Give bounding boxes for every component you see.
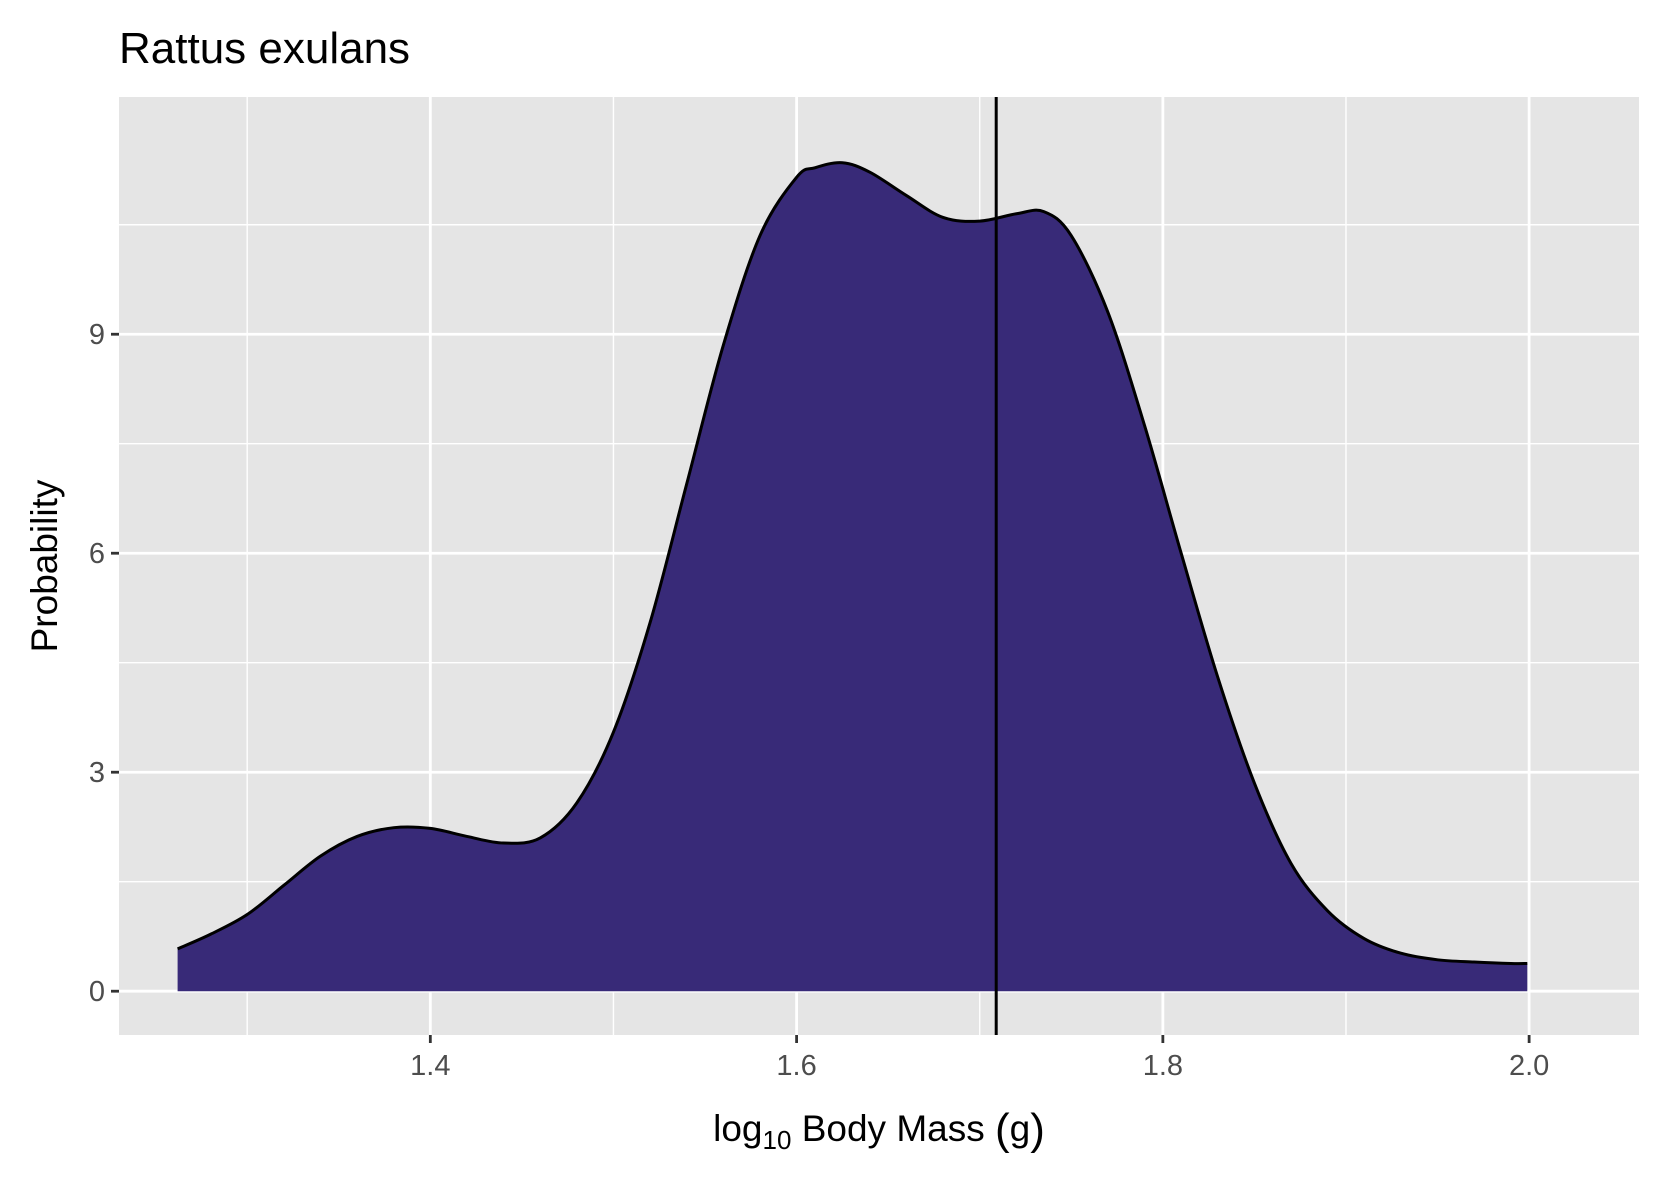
x-tick-label: 1.8 <box>1143 1050 1183 1082</box>
chart-title: Rattus exulans <box>119 24 410 73</box>
x-axis-label: log10 Body Mass (g) <box>713 1105 1045 1155</box>
x-axis-label-subscript: 10 <box>763 1125 792 1155</box>
density-curve <box>176 161 1528 966</box>
y-tick-label: 6 <box>89 538 105 570</box>
y-tick-label: 9 <box>89 319 105 351</box>
x-axis-label-body: Body Mass <box>791 1108 995 1149</box>
y-tick-label: 3 <box>89 757 105 789</box>
x-axis: 1.4 1.6 1.8 2.0 <box>410 1035 1549 1082</box>
x-axis-label-log: log <box>713 1108 762 1149</box>
y-tick-label: 0 <box>89 976 105 1008</box>
y-axis-label: Probability <box>24 479 65 652</box>
x-tick-label: 2.0 <box>1509 1050 1549 1082</box>
density-area <box>177 162 1528 992</box>
x-axis-label-paren-open: ( <box>995 1105 1010 1154</box>
x-axis-label-paren-close: ) <box>1030 1105 1045 1154</box>
x-tick-label: 1.6 <box>776 1050 816 1082</box>
x-axis-label-unit: g <box>1010 1108 1031 1149</box>
y-axis: 0 3 6 9 <box>89 319 119 1008</box>
x-tick-label: 1.4 <box>410 1050 450 1082</box>
